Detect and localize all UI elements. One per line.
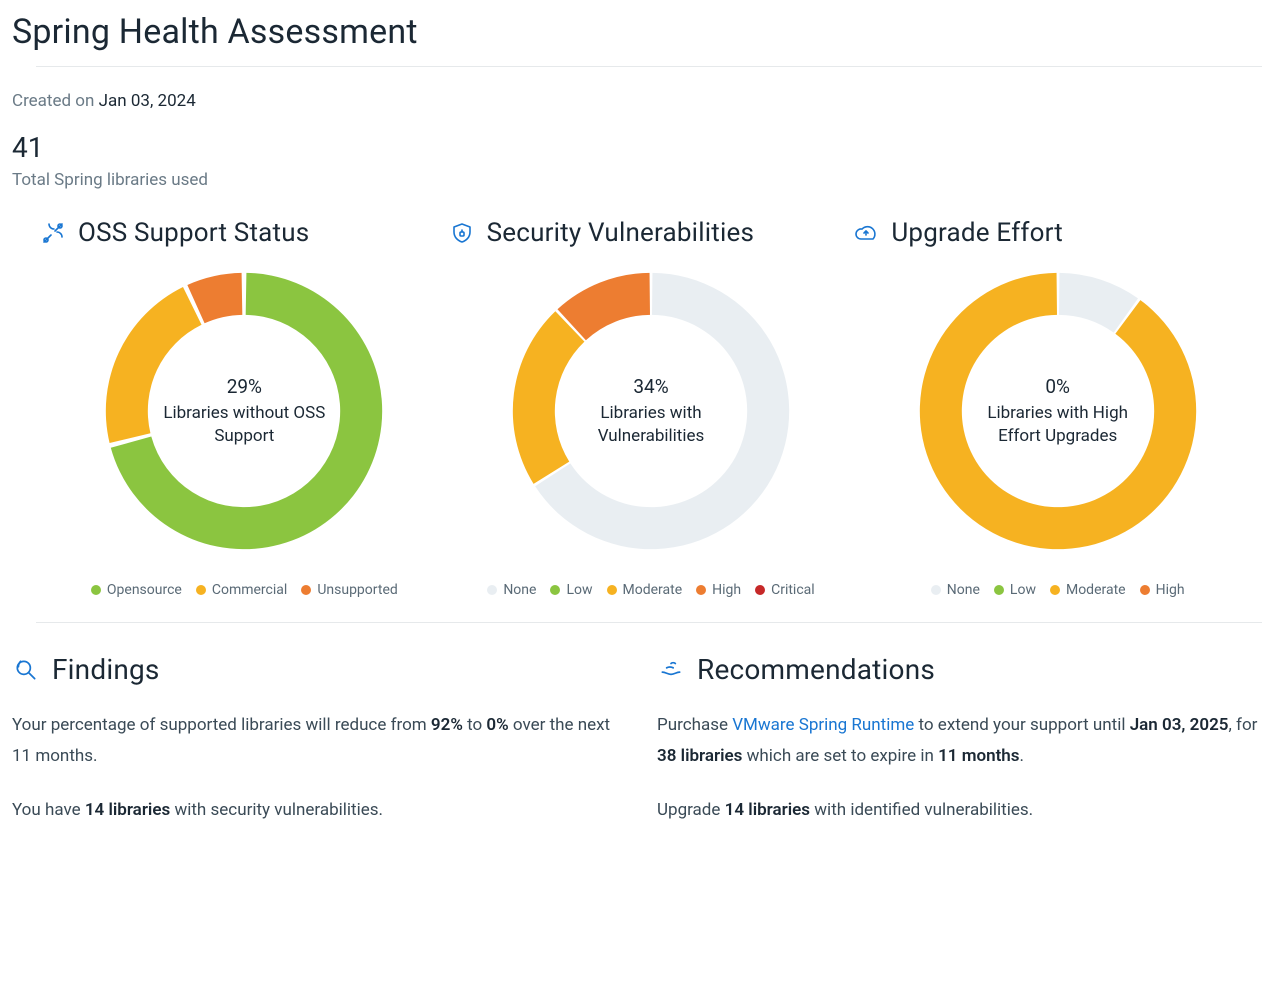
legend-item: Unsupported [301,582,397,598]
legend-dot [196,585,206,595]
legend-item: Opensource [91,582,182,598]
legend-dot [550,585,560,595]
tools-icon [40,220,66,246]
legend-dot [994,585,1004,595]
legend-item: Low [550,582,592,598]
legend-dot [487,585,497,595]
legend-dot [931,585,941,595]
security-legend: None Low Moderate High Critical [449,582,854,598]
security-title: Security Vulnerabilities [487,218,754,248]
page-title: Spring Health Assessment [12,12,1262,52]
recommendations-icon [657,656,685,684]
legend-label: Commercial [212,582,287,598]
legend-item: High [1140,582,1185,598]
legend-label: Low [1010,582,1036,598]
upgrade-title: Upgrade Effort [891,218,1063,248]
legend-dot [1050,585,1060,595]
legend-dot [1140,585,1150,595]
created-on: Created on Jan 03, 2024 [12,91,1262,111]
legend-label: Opensource [107,582,182,598]
recommendations-section: Recommendations Purchase VMware Spring R… [657,653,1262,848]
legend-label: None [947,582,980,598]
legend-dot [301,585,311,595]
legend-item: High [696,582,741,598]
oss-donut-chart: 29% Libraries without OSS Support [103,270,385,552]
legend-label: None [503,582,536,598]
upgrade-center-pct: 0% [1045,375,1070,398]
legend-label: Unsupported [317,582,397,598]
legend-dot [91,585,101,595]
oss-support-section: OSS Support Status 29% Libraries without… [40,218,449,598]
legend-item: None [487,582,536,598]
legend-dot [755,585,765,595]
legend-label: Moderate [623,582,683,598]
legend-item: Critical [755,582,815,598]
oss-center-pct: 29% [227,375,262,398]
created-on-label: Created on [12,91,94,111]
security-center-label: Libraries with Vulnerabilities [566,402,736,448]
divider [36,66,1262,67]
oss-legend: Opensource Commercial Unsupported [40,582,449,598]
oss-support-title: OSS Support Status [78,218,309,248]
security-center-pct: 34% [633,375,668,398]
findings-title: Findings [52,653,160,686]
total-libraries-value: 41 [12,131,1262,164]
divider [36,622,1262,623]
upgrade-donut-chart: 0% Libraries with High Effort Upgrades [917,270,1199,552]
legend-item: Moderate [607,582,683,598]
upgrade-section: Upgrade Effort 0% Libraries with High Ef… [853,218,1262,598]
legend-label: Critical [771,582,815,598]
legend-dot [696,585,706,595]
legend-item: Moderate [1050,582,1126,598]
recommendations-title: Recommendations [697,653,935,686]
legend-dot [607,585,617,595]
security-donut-chart: 34% Libraries with Vulnerabilities [510,270,792,552]
findings-icon [12,656,40,684]
shield-icon [449,220,475,246]
findings-section: Findings Your percentage of supported li… [12,653,617,848]
legend-item: None [931,582,980,598]
upgrade-center-label: Libraries with High Effort Upgrades [973,402,1143,448]
legend-label: High [1156,582,1185,598]
vmware-spring-runtime-link[interactable]: VMware Spring Runtime [732,715,914,735]
cloud-upgrade-icon [853,220,879,246]
upgrade-legend: None Low Moderate High [853,582,1262,598]
legend-label: Moderate [1066,582,1126,598]
recommendations-p1: Purchase VMware Spring Runtime to extend… [657,710,1262,773]
security-section: Security Vulnerabilities 34% Libraries w… [449,218,854,598]
findings-p2: You have 14 libraries with security vuln… [12,795,617,826]
created-on-value: Jan 03, 2024 [99,91,196,111]
legend-label: High [712,582,741,598]
legend-item: Low [994,582,1036,598]
legend-label: Low [566,582,592,598]
legend-item: Commercial [196,582,287,598]
recommendations-p2: Upgrade 14 libraries with identified vul… [657,795,1262,826]
total-libraries-label: Total Spring libraries used [12,170,1262,190]
oss-center-label: Libraries without OSS Support [159,402,329,448]
findings-p1: Your percentage of supported libraries w… [12,710,617,773]
